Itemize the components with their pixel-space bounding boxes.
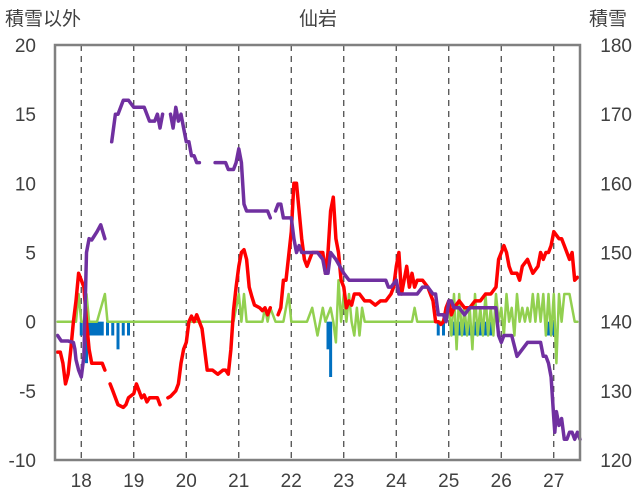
precip-bar-12 xyxy=(127,321,130,336)
right-tick-label: 140 xyxy=(600,313,632,334)
right-axis-label: 積雪 xyxy=(589,8,627,30)
x-tick-label: 22 xyxy=(281,471,302,492)
precip-bar-25 xyxy=(547,321,550,336)
precip-bar-8 xyxy=(106,321,109,336)
right-tick-label: 130 xyxy=(600,382,632,403)
precip-bar-16 xyxy=(442,321,445,336)
left-tick-label: 0 xyxy=(25,313,36,334)
precip-bar-17 xyxy=(452,321,456,336)
x-tick-label: 26 xyxy=(491,471,512,492)
right-tick-label: 120 xyxy=(600,451,632,472)
left-axis-label: 積雪以外 xyxy=(5,8,81,30)
right-tick-label: 150 xyxy=(600,244,632,265)
left-tick-label: -5 xyxy=(19,382,36,403)
x-tick-label: 20 xyxy=(176,471,197,492)
precip-bar-2 xyxy=(87,321,91,336)
precip-bar-22 xyxy=(478,321,482,336)
plot-frame xyxy=(53,43,582,462)
left-tick-label: 5 xyxy=(25,244,36,265)
precip-bar-24 xyxy=(489,321,493,336)
left-tick-label: 20 xyxy=(15,36,36,57)
precip-bar-19 xyxy=(463,321,466,336)
right-tick-label: 170 xyxy=(600,105,632,126)
x-tick-label: 18 xyxy=(71,471,92,492)
wind-line xyxy=(56,278,579,365)
precip-bar-3 xyxy=(90,321,94,336)
precip-bar-6 xyxy=(98,321,102,336)
temperature-line xyxy=(55,181,580,410)
precip-bar-21 xyxy=(473,321,477,336)
x-tick-label: 25 xyxy=(438,471,459,492)
left-tick-label: 15 xyxy=(15,105,36,126)
x-tick-label: 19 xyxy=(123,471,144,492)
precip-bar-14 xyxy=(329,321,333,377)
right-tick-label: 160 xyxy=(600,174,632,195)
x-tick-label: 27 xyxy=(543,471,564,492)
left-tick-label: 10 xyxy=(15,174,36,195)
precip-bar-11 xyxy=(121,321,125,336)
left-tick-label: -10 xyxy=(9,451,36,472)
precip-bar-1 xyxy=(85,321,88,364)
chart-title: 仙岩 xyxy=(299,8,337,30)
precipitation-bars xyxy=(79,321,556,377)
x-tick-label: 21 xyxy=(228,471,249,492)
precip-bar-13 xyxy=(326,321,330,350)
precip-bar-4 xyxy=(92,321,96,336)
precip-bar-18 xyxy=(457,321,461,336)
precip-bar-9 xyxy=(111,321,115,336)
tick-labels: 20 15 10 5 0 -5 -10 180 170 160 150 140 130 120 18 19 20… xyxy=(9,36,632,492)
precip-bar-7 xyxy=(100,321,104,336)
precip-bar-10 xyxy=(116,321,120,350)
snow-depth-line xyxy=(55,98,582,442)
precip-bar-23 xyxy=(484,321,487,336)
series-lines xyxy=(55,98,582,442)
precip-bar-20 xyxy=(468,321,472,336)
precip-bar-15 xyxy=(436,321,440,336)
precip-bar-5 xyxy=(95,321,99,336)
precip-bar-0 xyxy=(79,321,83,336)
precip-bar-26 xyxy=(552,321,556,336)
x-tick-label: 23 xyxy=(333,471,354,492)
right-tick-label: 180 xyxy=(600,36,632,57)
x-tick-label: 24 xyxy=(386,471,408,492)
